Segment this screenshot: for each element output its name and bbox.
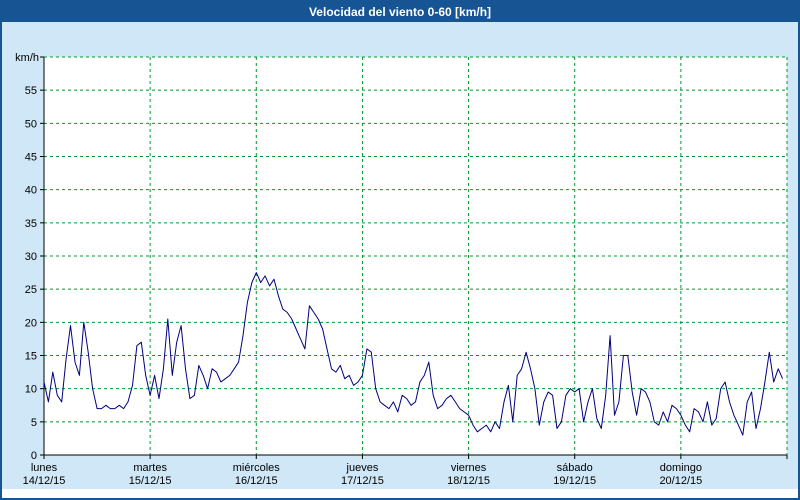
y-tick-label: 20: [25, 317, 37, 329]
y-tick-label: 55: [25, 85, 37, 97]
y-tick-label: 25: [25, 284, 37, 296]
x-label-date: 20/12/15: [659, 475, 702, 487]
x-label-day: lunes: [31, 462, 58, 474]
y-tick-label: 35: [25, 218, 37, 230]
y-tick-label: 0: [31, 450, 37, 462]
x-label-date: 18/12/15: [447, 475, 490, 487]
chart-title-bar: Velocidad del viento 0-60 [km/h]: [2, 2, 798, 22]
y-tick-label: 30: [25, 251, 37, 263]
chart-title: Velocidad del viento 0-60 [km/h]: [308, 5, 492, 19]
y-tick-label: 15: [25, 351, 37, 363]
y-tick-label: 10: [25, 384, 37, 396]
wind-speed-series: [43, 272, 784, 436]
x-label-date: 14/12/15: [23, 475, 66, 487]
x-label-day: jueves: [346, 462, 379, 474]
y-tick-label: 45: [25, 152, 37, 164]
y-tick-label: 5: [31, 417, 37, 429]
x-label-day: sábado: [557, 462, 593, 474]
x-label-date: 15/12/15: [129, 475, 172, 487]
y-axis-unit-label: km/h: [15, 52, 39, 64]
y-tick-label: 50: [25, 118, 37, 130]
x-label-date: 17/12/15: [341, 475, 384, 487]
x-label-date: 19/12/15: [553, 475, 596, 487]
x-label-day: martes: [133, 462, 167, 474]
y-tick-label: 40: [25, 185, 37, 197]
x-label-day: miércoles: [233, 462, 281, 474]
x-label-day: viernes: [451, 462, 487, 474]
x-label-day: domingo: [660, 462, 702, 474]
x-label-date: 16/12/15: [235, 475, 278, 487]
bottom-strip: [2, 489, 798, 498]
